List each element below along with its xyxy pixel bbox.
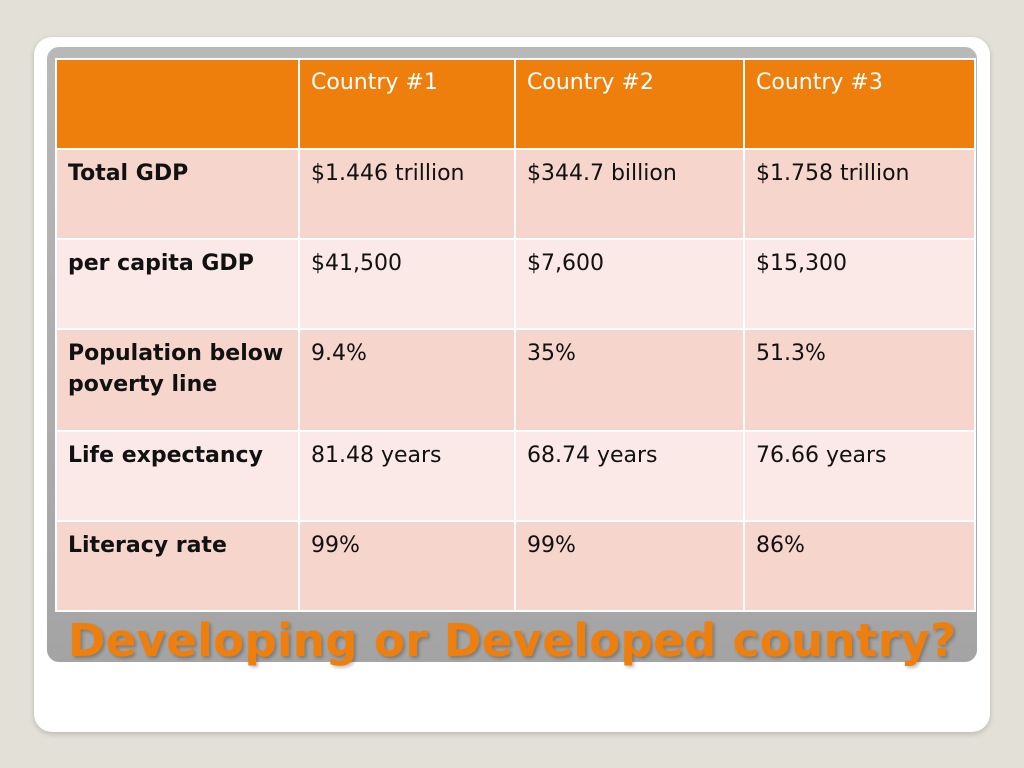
table-cell: 68.74 years xyxy=(514,430,745,522)
slide-title: Developing or Developed country? xyxy=(68,614,957,667)
table-cell: $15,300 xyxy=(743,238,976,330)
table-row-total-gdp: Total GDP $1.446 trillion $344.7 billion… xyxy=(55,148,976,240)
header-cell-country-1: Country #1 xyxy=(298,58,516,150)
header-cell-empty xyxy=(55,58,300,150)
table-cell: $344.7 billion xyxy=(514,148,745,240)
header-cell-country-3: Country #3 xyxy=(743,58,976,150)
table-cell: 35% xyxy=(514,328,745,432)
table-cell: $7,600 xyxy=(514,238,745,330)
table-row-literacy: Literacy rate 99% 99% 86% xyxy=(55,520,976,612)
table-cell: $1.446 trillion xyxy=(298,148,516,240)
table-row-poverty: Population below poverty line 9.4% 35% 5… xyxy=(55,328,976,432)
table-cell: 99% xyxy=(298,520,516,612)
row-label: Literacy rate xyxy=(55,520,300,612)
table-cell: 86% xyxy=(743,520,976,612)
table-cell: $41,500 xyxy=(298,238,516,330)
comparison-table: Country #1 Country #2 Country #3 Total G… xyxy=(55,58,976,612)
table-cell: 99% xyxy=(514,520,745,612)
table-row-life-expectancy: Life expectancy 81.48 years 68.74 years … xyxy=(55,430,976,522)
row-label: Population below poverty line xyxy=(55,328,300,432)
table-cell: 76.66 years xyxy=(743,430,976,522)
header-cell-country-2: Country #2 xyxy=(514,58,745,150)
table-cell: 81.48 years xyxy=(298,430,516,522)
table-cell: $1.758 trillion xyxy=(743,148,976,240)
row-label: Total GDP xyxy=(55,148,300,240)
table-cell: 51.3% xyxy=(743,328,976,432)
table-cell: 9.4% xyxy=(298,328,516,432)
table-header-row: Country #1 Country #2 Country #3 xyxy=(55,58,976,150)
row-label: per capita GDP xyxy=(55,238,300,330)
table-row-per-capita-gdp: per capita GDP $41,500 $7,600 $15,300 xyxy=(55,238,976,330)
row-label: Life expectancy xyxy=(55,430,300,522)
